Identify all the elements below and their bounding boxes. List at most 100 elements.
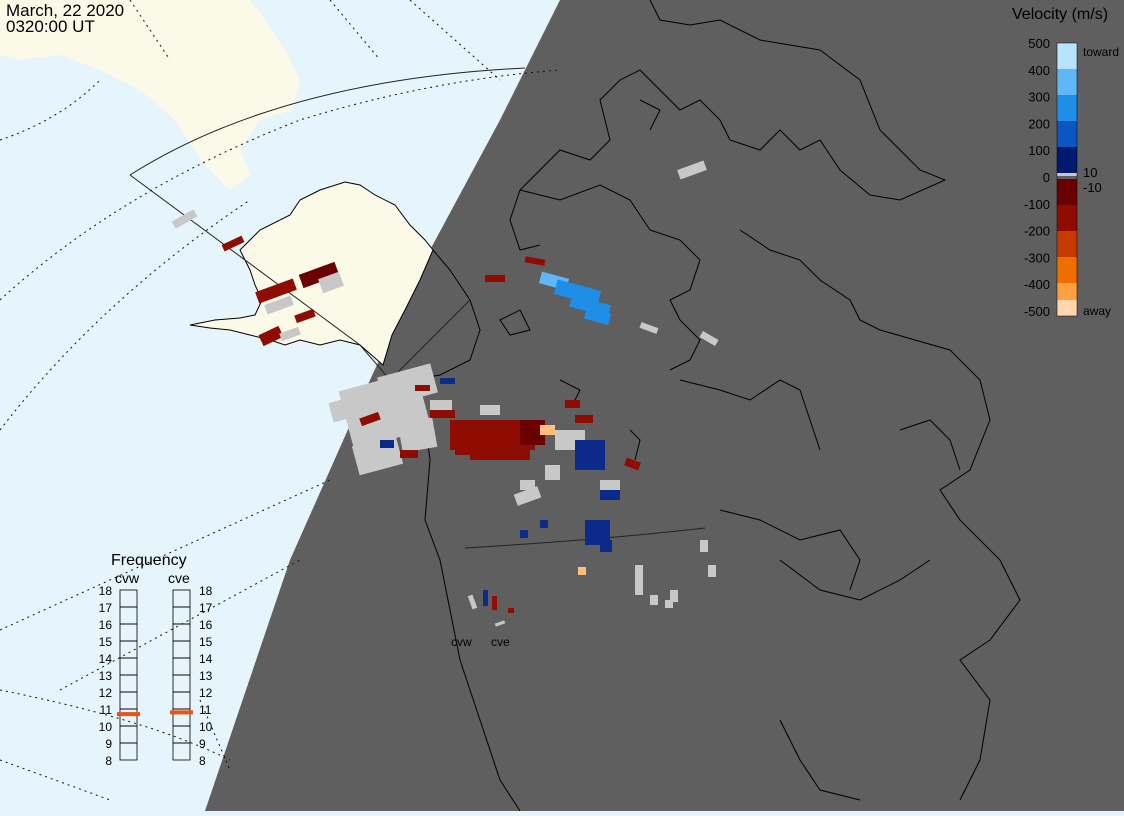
colorbar-tick-labels: 500 400 300 200 100 0 -100 -200 -300 -400 -500: [1024, 36, 1050, 319]
velocity-cell: [524, 256, 546, 266]
velocity-cell: [700, 540, 708, 552]
velocity-cell: [565, 400, 580, 408]
frequency-level: 15: [99, 635, 113, 649]
colorbar-toward-step: [1057, 147, 1077, 173]
velocity-cell: [708, 565, 716, 577]
colorbar-tick: -100: [1024, 197, 1050, 212]
velocity-cell: [575, 440, 605, 470]
velocity-cell: [221, 235, 245, 252]
colorbar-away-step: [1057, 231, 1077, 257]
colorbar-tick: 200: [1028, 116, 1050, 131]
colorbar-tick: 0: [1043, 170, 1050, 185]
velocity-cell: [397, 417, 438, 453]
colorbar-gap: [1057, 176, 1077, 179]
velocity-cell: [553, 279, 602, 306]
colorbar-border: [1056, 42, 1078, 317]
velocity-colorbar: Velocity (m/s) 500 400 300 200 100 0 -100 -200 -…: [1012, 6, 1119, 319]
frequency-level: 18: [199, 584, 213, 598]
velocity-cell: [264, 295, 294, 315]
colorbar-away-label: away: [1083, 304, 1111, 318]
velocity-cell: [699, 330, 719, 347]
velocity-cell: [467, 594, 478, 610]
radar-site-cvw: cvw: [451, 635, 472, 649]
colorbar-toward-step: [1057, 121, 1077, 147]
velocity-cell: [575, 415, 593, 423]
colorbar-tick: 100: [1028, 143, 1050, 158]
frequency-radar-cvw: cvw: [115, 570, 140, 586]
frequency-level: 16: [199, 618, 213, 632]
frequency-level: 10: [99, 720, 113, 734]
velocity-cell: [600, 490, 620, 500]
frequency-level: 8: [105, 754, 112, 768]
frequency-level: 14: [99, 652, 113, 666]
frequency-level: 12: [199, 686, 213, 700]
graticule: [0, 0, 561, 801]
velocity-cell: [520, 480, 535, 490]
frequency-column-cvw: 18 17 16 15 14 13 12 11 10 9 8: [99, 584, 140, 768]
frequency-level: 11: [100, 703, 113, 717]
siberia-landmass: [0, 0, 300, 190]
velocity-cell: [677, 160, 707, 180]
frequency-level: 12: [99, 686, 113, 700]
colorbar-away-step: [1057, 257, 1077, 283]
velocity-cell: [440, 378, 455, 384]
velocity-cell: [583, 306, 612, 326]
frequency-level: 13: [99, 669, 113, 683]
velocity-cell: [540, 425, 555, 435]
frequency-level: 9: [105, 737, 112, 751]
colorbar-away-step: [1057, 300, 1077, 316]
frequency-radar-cve: cve: [168, 570, 190, 586]
velocity-cell: [430, 410, 455, 418]
velocity-cell: [171, 209, 198, 229]
velocity-cell: [294, 308, 316, 324]
colorbar-tick: -300: [1024, 250, 1050, 265]
velocity-cell: [492, 596, 497, 610]
velocity-cell: [540, 520, 548, 528]
velocity-cell: [545, 465, 560, 480]
velocity-cell: [430, 400, 452, 412]
colorbar-inner-label-pos: 10: [1083, 165, 1097, 180]
frequency-marker: [170, 710, 193, 715]
velocity-cell: [415, 385, 430, 391]
colorbar-away-step: [1057, 205, 1077, 231]
colorbar-tick: -200: [1024, 224, 1050, 239]
frequency-title: Frequency: [111, 552, 187, 569]
velocity-cell: [359, 411, 381, 427]
frequency-level: 16: [99, 618, 113, 632]
colorbar-title: Velocity (m/s): [1012, 6, 1108, 23]
velocity-cell: [520, 530, 528, 538]
velocity-cell: [258, 325, 284, 347]
velocity-cell: [650, 595, 658, 605]
velocity-cell: [255, 278, 297, 304]
frequency-column-cve: 18 17 16 15 14 13 12 11 10 9 8: [170, 584, 213, 768]
radar-site-cve: cve: [491, 635, 510, 649]
velocity-cell: [455, 440, 485, 455]
velocity-cell: [635, 565, 643, 595]
velocity-cell: [377, 363, 438, 407]
colorbar-toward-step: [1057, 69, 1077, 95]
colorbar-away-step: [1057, 283, 1077, 300]
velocity-cell: [508, 608, 514, 613]
velocity-cell: [578, 567, 586, 575]
colorbar-away-step: [1057, 179, 1077, 205]
night-shading: [205, 0, 1124, 811]
velocity-cell: [624, 457, 641, 471]
colorbar-inner-label-neg: -10: [1083, 180, 1102, 195]
frequency-marker: [117, 712, 140, 717]
colorbar-tick: -400: [1024, 277, 1050, 292]
frequency-level: 17: [199, 601, 213, 615]
velocity-cell: [494, 620, 506, 627]
velocity-cell: [279, 326, 301, 342]
velocity-cell: [600, 540, 612, 552]
frequency-panel: Frequency cvw cve 18 17 16 15 14 13 12 11 10 9 8 1…: [99, 552, 213, 768]
colorbar-tick: 400: [1028, 63, 1050, 78]
frequency-level: 18: [99, 584, 113, 598]
velocity-cell: [483, 590, 488, 606]
frequency-cell: [119, 742, 138, 761]
colorbar-toward-step: [1057, 43, 1077, 69]
frequency-level: 14: [199, 652, 213, 666]
frequency-level: 8: [199, 754, 206, 768]
colorbar-tick: 500: [1028, 36, 1050, 51]
